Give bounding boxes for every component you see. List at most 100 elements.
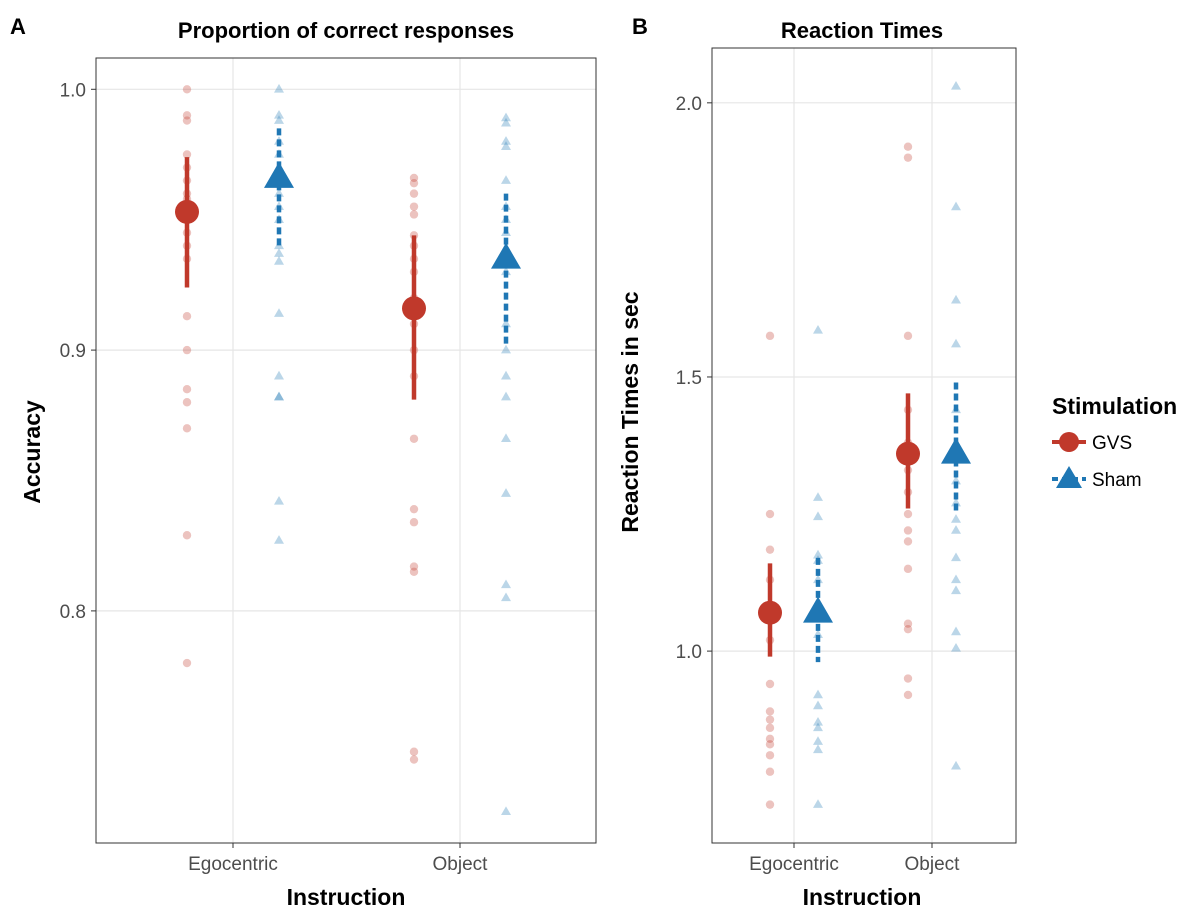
sham-data-point	[274, 371, 284, 380]
gvs-data-point	[766, 768, 774, 776]
x-tick-label: Object	[905, 854, 961, 875]
sham-data-point	[501, 806, 511, 815]
panel-b-y-axis-title: Reaction Times in sec	[617, 291, 643, 532]
plot-a-points	[183, 84, 511, 815]
gvs-data-point	[766, 707, 774, 715]
sham-data-point	[951, 761, 961, 770]
sham-data-point	[501, 488, 511, 497]
legend-item-gvs: GVS	[1052, 432, 1132, 454]
sham-data-point	[951, 553, 961, 562]
panel-a-y-axis-title: Accuracy	[19, 400, 45, 504]
gvs-data-point	[410, 202, 418, 210]
y-tick-label: 1.5	[676, 368, 702, 389]
sham-data-point	[274, 392, 284, 401]
legend: Stimulation GVS Sham	[1052, 393, 1177, 491]
panel-b: B Reaction Times 1.0 1.5 2.0 Egocentric Obj…	[617, 14, 1016, 910]
sham-data-point	[951, 525, 961, 534]
gvs-data-point	[410, 568, 418, 576]
gvs-mean-marker	[896, 442, 920, 466]
gvs-mean-marker	[402, 296, 426, 320]
gvs-data-point	[766, 751, 774, 759]
panel-b-title: Reaction Times	[781, 18, 943, 43]
sham-data-point	[813, 736, 823, 745]
y-tick-label: 2.0	[676, 94, 702, 115]
gvs-data-point	[183, 346, 191, 354]
gvs-data-point	[183, 116, 191, 124]
gvs-data-point	[183, 531, 191, 539]
gvs-data-point	[410, 189, 418, 197]
sham-data-point	[274, 248, 284, 257]
gvs-data-point	[904, 674, 912, 682]
sham-mean-marker	[941, 438, 971, 464]
plot-b-summary	[758, 382, 971, 662]
panel-b-letter: B	[632, 14, 648, 39]
gvs-data-point	[410, 518, 418, 526]
sham-data-point	[501, 592, 511, 601]
gvs-data-point	[183, 85, 191, 93]
legend-title: Stimulation	[1052, 393, 1177, 419]
sham-data-point	[813, 325, 823, 334]
sham-data-point	[813, 744, 823, 753]
gvs-data-point	[904, 537, 912, 545]
plot-a-grid	[96, 58, 596, 843]
gvs-data-point	[766, 332, 774, 340]
y-tick-label: 0.8	[60, 602, 86, 623]
legend-gvs-label: GVS	[1092, 433, 1132, 454]
legend-sham-label: Sham	[1092, 470, 1142, 491]
sham-data-point	[274, 308, 284, 317]
sham-data-point	[951, 514, 961, 523]
x-tick-label: Object	[433, 854, 489, 875]
gvs-data-point	[766, 545, 774, 553]
gvs-data-point	[766, 680, 774, 688]
sham-data-point	[951, 295, 961, 304]
sham-data-point	[813, 511, 823, 520]
x-tick-label: Egocentric	[188, 854, 278, 875]
gvs-data-point	[904, 153, 912, 161]
gvs-data-point	[766, 740, 774, 748]
plot-a-frame	[96, 58, 596, 843]
gvs-data-point	[904, 510, 912, 518]
gvs-data-point	[766, 724, 774, 732]
y-tick-label: 1.0	[676, 642, 702, 663]
gvs-data-point	[410, 505, 418, 513]
plot-a-y-ticks: 0.8 0.9 1.0	[60, 80, 96, 623]
gvs-data-point	[410, 748, 418, 756]
sham-data-point	[951, 585, 961, 594]
plot-b-frame	[712, 48, 1016, 843]
y-tick-label: 1.0	[60, 80, 86, 101]
gvs-data-point	[410, 210, 418, 218]
sham-data-point	[951, 81, 961, 90]
gvs-data-point	[410, 179, 418, 187]
legend-gvs-circle-icon	[1059, 432, 1079, 452]
gvs-mean-marker	[758, 601, 782, 625]
gvs-data-point	[183, 398, 191, 406]
sham-data-point	[813, 701, 823, 710]
sham-mean-marker	[491, 243, 521, 269]
gvs-data-point	[904, 691, 912, 699]
gvs-data-point	[410, 435, 418, 443]
gvs-data-point	[183, 659, 191, 667]
gvs-data-point	[766, 510, 774, 518]
y-tick-label: 0.9	[60, 341, 86, 362]
sham-data-point	[951, 202, 961, 211]
gvs-mean-marker	[175, 200, 199, 224]
sham-data-point	[501, 433, 511, 442]
gvs-data-point	[904, 526, 912, 534]
panel-a: A Proportion of correct responses 0.8 0.9…	[10, 14, 596, 910]
sham-data-point	[951, 643, 961, 652]
gvs-data-point	[183, 312, 191, 320]
sham-data-point	[951, 627, 961, 636]
sham-mean-marker	[264, 162, 294, 188]
sham-data-point	[501, 175, 511, 184]
sham-data-point	[501, 345, 511, 354]
sham-data-point	[813, 492, 823, 501]
x-tick-label: Egocentric	[749, 854, 839, 875]
sham-data-point	[274, 256, 284, 265]
sham-data-point	[274, 496, 284, 505]
panel-a-x-axis-title: Instruction	[287, 884, 406, 910]
sham-data-point	[274, 535, 284, 544]
sham-data-point	[501, 579, 511, 588]
sham-data-point	[501, 371, 511, 380]
sham-data-point	[501, 392, 511, 401]
